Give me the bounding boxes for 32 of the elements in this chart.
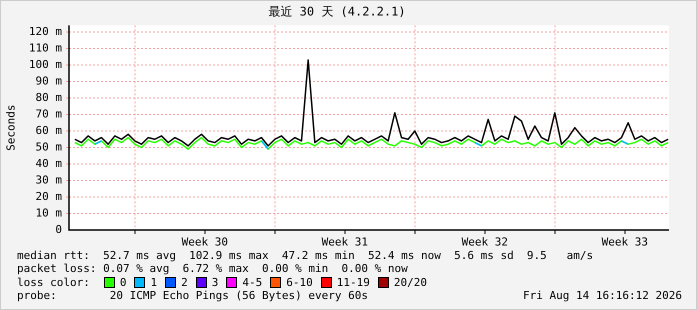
y-tick-label: 60 m xyxy=(36,124,62,137)
y-tick-label: 100 m xyxy=(28,58,62,71)
x-tick-label: Week 31 xyxy=(322,235,368,248)
y-tick-label: 20 m xyxy=(36,190,62,203)
y-tick-label: 30 m xyxy=(36,173,62,186)
y-tick-label: 10 m xyxy=(36,206,62,220)
x-tick-label: Week 33 xyxy=(602,235,648,248)
legend-label: 1 xyxy=(150,276,158,290)
legend-label: 4-5 xyxy=(242,276,262,290)
legend-label: 3 xyxy=(212,276,218,290)
y-tick-label: 70 m xyxy=(36,107,62,120)
text: packet loss: 0.07 % avg 6.72 % max 0.00 % min 0.00 % now xyxy=(17,262,409,276)
text: probe: 20 ICMP Echo Pings (56 Bytes) every 60s xyxy=(17,289,368,303)
y-tick-label: 0 xyxy=(55,222,62,236)
y-axis-title: Seconds xyxy=(4,104,18,151)
y-tick-label: 50 m xyxy=(36,140,62,154)
legend-label: 0 xyxy=(120,276,126,290)
y-tick-label: 90 m xyxy=(36,74,62,88)
y-tick-label: 40 m xyxy=(36,156,62,170)
text: median rtt: 52.7 ms avg 102.9 ms max 47.2 ms min 52.4 ms now 5.6 ms sd 9.5 am/s xyxy=(17,249,594,262)
chart-title: 最近 30 天 (4.2.2.1) xyxy=(268,4,406,18)
legend-title: loss color: xyxy=(17,276,90,290)
x-tick-label: Week 32 xyxy=(462,235,508,248)
legend-label: 2 xyxy=(181,276,188,290)
x-tick-label: Week 30 xyxy=(182,235,228,248)
text: Fri Aug 14 16:16:12 2026 xyxy=(523,289,682,303)
legend-label: 20/20 xyxy=(394,276,427,290)
y-tick-label: 110 m xyxy=(28,41,62,54)
legend-label: 11-19 xyxy=(336,276,370,290)
legend-label: 6-10 xyxy=(286,276,313,290)
y-tick-label: 120 m xyxy=(28,24,62,38)
y-tick-label: 80 m xyxy=(36,90,62,104)
